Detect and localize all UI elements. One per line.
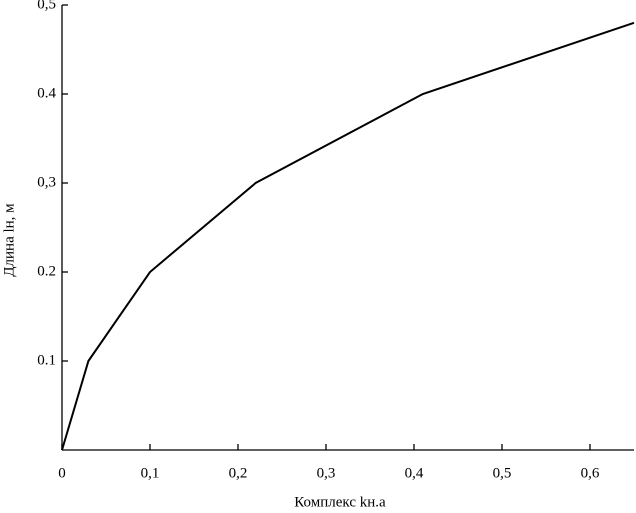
x-tick-label: 0,6 bbox=[581, 465, 600, 481]
x-tick-label: 0,4 bbox=[405, 465, 424, 481]
y-tick-label: 0,3 bbox=[37, 174, 56, 190]
y-tick-label: 0.2 bbox=[37, 263, 56, 279]
x-axis-label: Комплекс kн.а bbox=[294, 494, 386, 510]
x-tick-label: 0 bbox=[58, 465, 66, 481]
y-tick-label: 0,5 bbox=[37, 0, 56, 12]
x-tick-label: 0,3 bbox=[317, 465, 336, 481]
line bbox=[61, 21, 635, 451]
y-tick-label: 0.1 bbox=[37, 352, 56, 368]
x-tick-label: 0,2 bbox=[229, 465, 248, 481]
x-tick-label: 0,5 bbox=[493, 465, 512, 481]
x-tick-label: 0,1 bbox=[141, 465, 160, 481]
y-axis-label: Длина lн, м bbox=[1, 203, 17, 277]
y-tick-label: 0.4 bbox=[37, 85, 56, 101]
